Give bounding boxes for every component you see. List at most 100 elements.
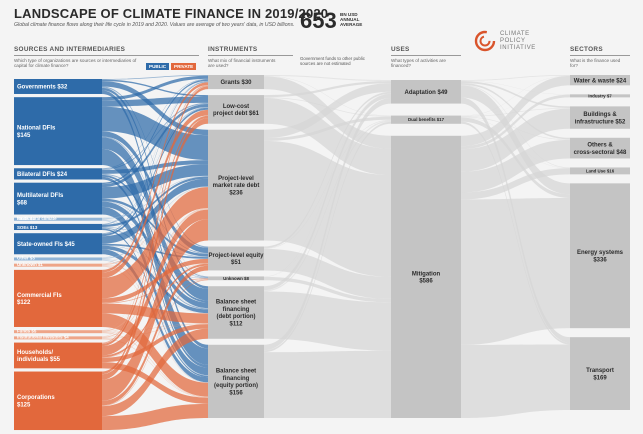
page-title: LANDSCAPE OF CLIMATE FINANCE IN 2019/202…	[14, 6, 329, 21]
node-label: $336	[593, 258, 607, 264]
node-institutional_investors: Institutional investors $4	[14, 335, 102, 340]
node-label: $112	[229, 322, 243, 328]
flow-band	[461, 75, 570, 116]
flow-band	[102, 259, 208, 383]
node-transport: Transport$169	[570, 337, 630, 410]
flow-band	[102, 220, 208, 376]
node-label: Low-cost	[223, 104, 249, 110]
flow-band	[102, 80, 208, 225]
flow-band	[102, 109, 208, 258]
flow-band	[264, 75, 391, 82]
flow-band	[461, 344, 570, 418]
flow-band	[461, 94, 570, 116]
flow-group	[102, 75, 208, 431]
flow-band	[102, 323, 208, 333]
node-land_use: Land Use $16	[570, 167, 630, 175]
node-commercial_fis: Commercial FIs$122	[14, 269, 102, 327]
flow-band	[461, 94, 570, 150]
flow-band	[102, 208, 208, 332]
flow-band	[102, 175, 208, 220]
node-bar	[14, 330, 102, 334]
page-subtitle: Global climate finance flows along their…	[14, 22, 295, 28]
node-bar	[14, 233, 102, 255]
flow-band	[461, 198, 570, 345]
flow-band	[264, 119, 391, 249]
node-label: $122	[17, 300, 31, 306]
flow-band	[461, 84, 570, 168]
node-multilateral_dfis: Multilateral DFIs$68	[14, 182, 102, 215]
legend-private: PRIVATE	[171, 63, 197, 70]
flow-band	[102, 82, 208, 258]
node-bar	[14, 182, 102, 215]
node-buildings: Buildings &infrastructure $52	[570, 106, 630, 129]
node-state_owned_fis: State-owned FIs $45	[14, 233, 102, 255]
flow-band	[102, 86, 208, 375]
flow-band	[102, 227, 208, 310]
flow-band	[102, 115, 208, 331]
node-bar	[14, 371, 102, 431]
node-label: (debt portion)	[217, 314, 256, 320]
flow-band	[102, 176, 208, 368]
node-label: Dual benefits $17	[408, 117, 445, 122]
node-unknown_src: Unknown $1	[14, 262, 102, 267]
flow-band	[264, 248, 391, 299]
flow-band	[102, 265, 208, 406]
node-bar	[14, 79, 102, 94]
flow-band	[102, 263, 208, 332]
node-label: State-owned FIs $45	[17, 242, 75, 248]
node-grants: Grants $30	[208, 75, 264, 90]
node-label: SOEs $13	[17, 225, 38, 230]
node-label: Water & waste $24	[574, 78, 627, 84]
flow-band	[102, 78, 208, 169]
cpi-logo-icon	[474, 30, 496, 52]
node-mitigation: Mitigation $586	[391, 135, 461, 418]
flow-band	[102, 265, 208, 383]
node-soes: SOEs $13	[14, 223, 102, 230]
node-label: market rate debt	[213, 183, 260, 189]
node-bar	[570, 337, 630, 410]
node-national_dfis: National DFIs$145	[14, 97, 102, 166]
node-label: individuals $55	[17, 357, 61, 363]
flow-band	[264, 120, 391, 292]
flow-band	[102, 109, 208, 278]
flow-band	[102, 96, 208, 107]
node-label: Industry $7	[588, 93, 612, 98]
flow-band	[102, 328, 208, 417]
node-label: $68	[17, 200, 28, 206]
flow-band	[461, 76, 570, 147]
node-label: financing	[223, 307, 250, 313]
node-label: $586	[419, 279, 433, 285]
node-label: Adaptation $49	[404, 90, 448, 96]
total-note: Government funds to other public sources…	[300, 56, 365, 67]
flow-band	[102, 176, 208, 227]
flow-band	[102, 403, 208, 431]
node-unknown_instr: Unknown $8	[208, 276, 264, 281]
node-bar	[14, 257, 102, 261]
node-bar	[14, 336, 102, 340]
node-bar	[570, 75, 630, 86]
node-label: Unknown $8	[223, 276, 249, 281]
node-label: Grants $30	[220, 80, 252, 86]
flow-band	[102, 75, 208, 80]
node-bar	[391, 80, 461, 104]
flow-band	[461, 75, 570, 81]
node-households: Households/individuals $55	[14, 342, 102, 369]
flow-band	[102, 107, 208, 225]
node-project_equity: Project-level equity$51	[208, 246, 264, 271]
column-rule-uses	[391, 55, 461, 56]
flow-band	[264, 350, 391, 418]
flow-band	[102, 136, 208, 278]
node-bar	[570, 167, 630, 175]
total-value: 653	[300, 8, 337, 33]
flow-band	[102, 118, 208, 380]
node-bar	[14, 168, 102, 180]
node-label: Multilateral climate	[17, 216, 57, 221]
flow-band	[102, 265, 208, 279]
column-question-instruments: What mix of financial instruments are us…	[208, 58, 276, 69]
node-energy: Energy systems $336	[570, 183, 630, 329]
column-rule-sources	[14, 55, 199, 56]
